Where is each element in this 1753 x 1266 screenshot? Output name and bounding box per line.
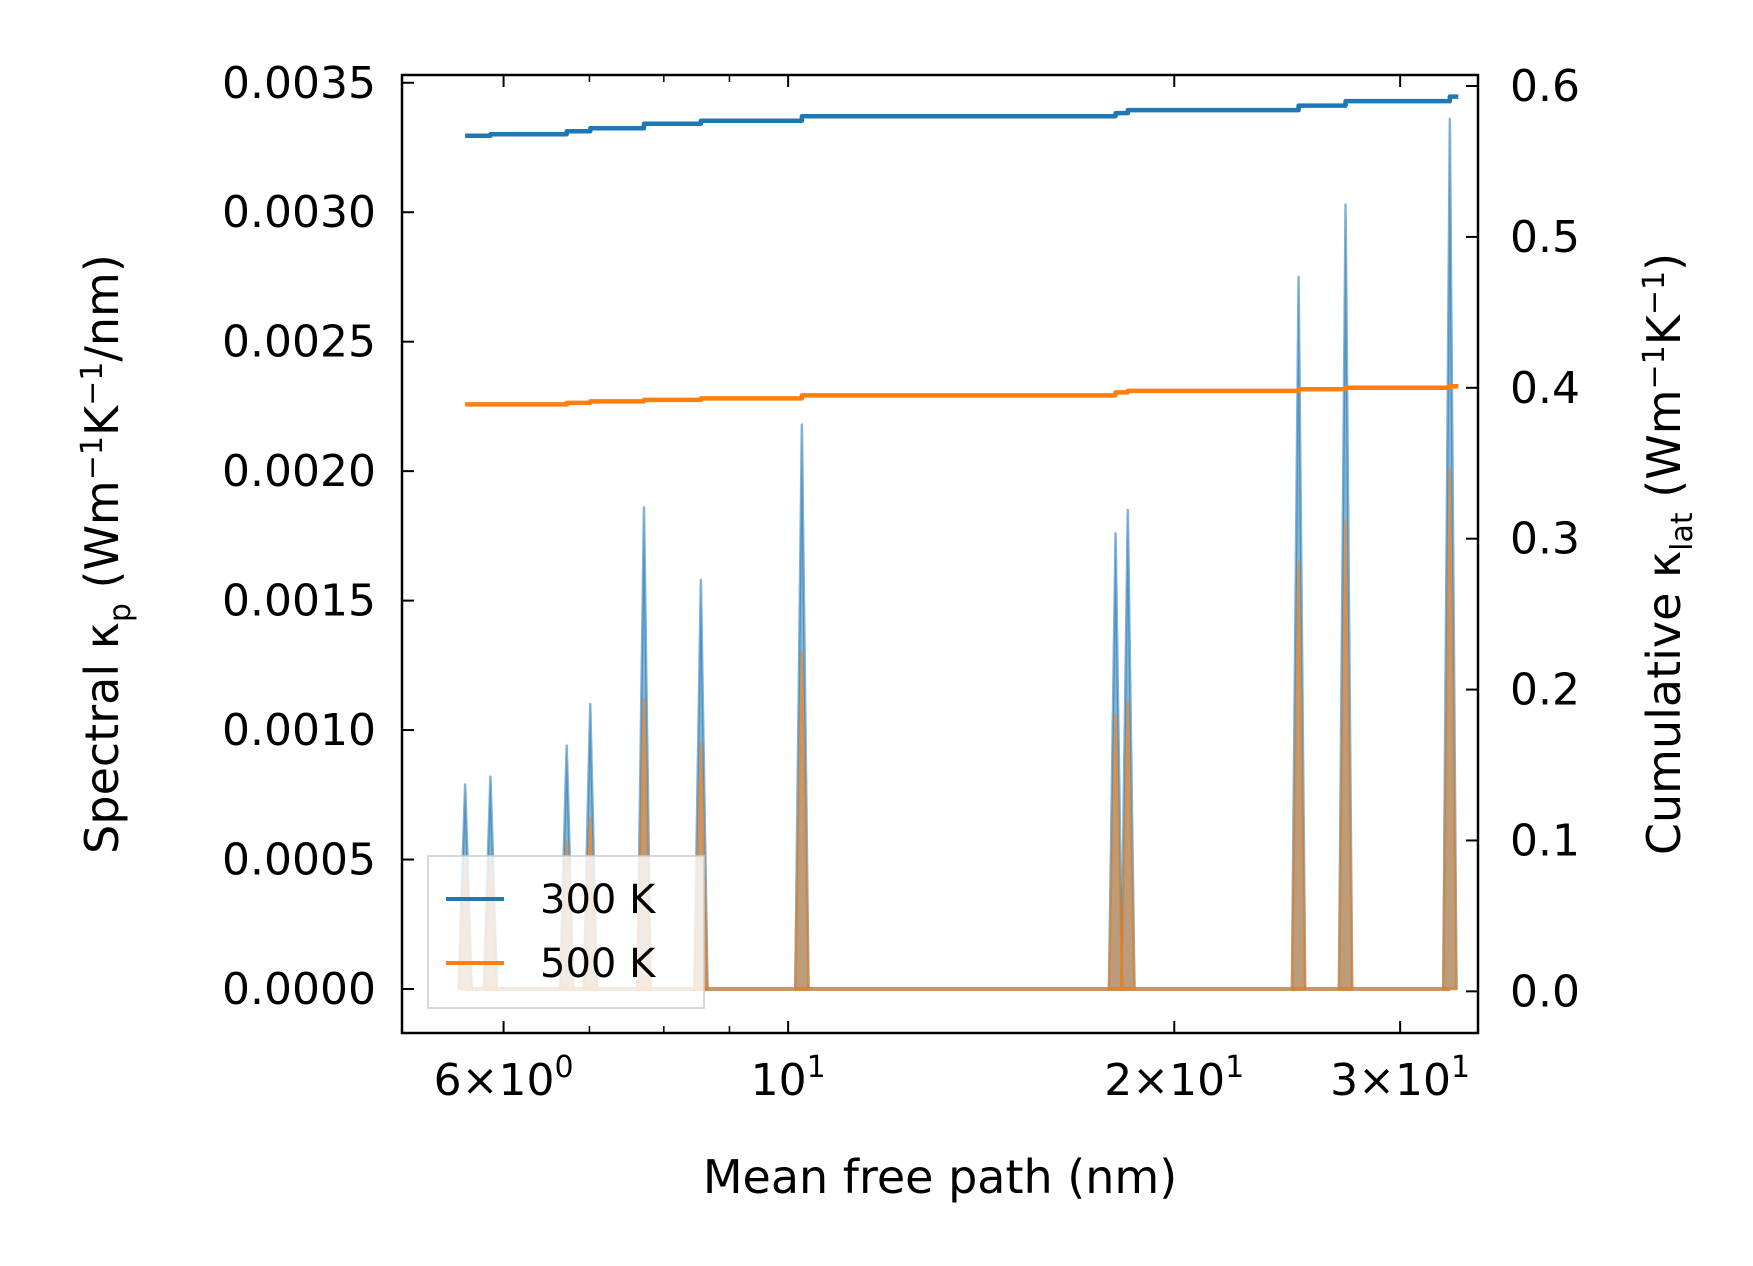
y-right-tick-label: 0.6	[1510, 61, 1580, 112]
y-right-tick-label: 0.0	[1510, 966, 1580, 1017]
y-left-tick-label: 0.0015	[222, 576, 376, 627]
y-right-tick-label: 0.4	[1510, 363, 1580, 414]
y-left-tick-label: 0.0030	[222, 187, 376, 238]
y-left-tick-label: 0.0035	[222, 58, 376, 109]
y-left-tick-label: 0.0010	[222, 705, 376, 756]
x-axis-title: Mean free path (nm)	[703, 1150, 1177, 1204]
spectral-layer	[457, 117, 1458, 991]
y-right-tick-label: 0.2	[1510, 665, 1580, 716]
y-left-tick-label: 0.0025	[222, 317, 376, 368]
y-left-axis-title: Spectral κp (Wm−1K−1/nm)	[75, 254, 138, 854]
cumulative-line-500k	[465, 384, 1459, 407]
legend-box	[427, 855, 705, 1009]
x-tick-label: 6×100	[434, 1050, 574, 1106]
y-right-tick-label: 0.3	[1510, 514, 1580, 565]
y-right-tick-label: 0.1	[1510, 815, 1580, 866]
y-right-tick-label: 0.5	[1510, 212, 1580, 263]
y-left-tick-label: 0.0020	[222, 446, 376, 497]
y-right-axis-title: Cumulative κlat (Wm−1K−1)	[1637, 253, 1700, 855]
plot-frame	[400, 73, 1480, 1035]
cumulative-line-300k	[465, 94, 1459, 139]
ticks-layer: 0.00000.00050.00100.00150.00200.00250.00…	[222, 58, 1580, 1106]
legend-label-500k: 500 K	[540, 941, 657, 987]
x-tick-label: 101	[751, 1050, 826, 1106]
cumulative-layer	[465, 94, 1459, 407]
y-left-tick-label: 0.0000	[222, 964, 376, 1015]
y-left-tick-label: 0.0005	[222, 835, 376, 886]
legend: 300 K 500 K	[427, 855, 705, 1009]
x-tick-label: 3×101	[1330, 1050, 1470, 1106]
legend-label-300k: 300 K	[540, 877, 657, 923]
x-tick-label: 2×101	[1104, 1050, 1244, 1106]
